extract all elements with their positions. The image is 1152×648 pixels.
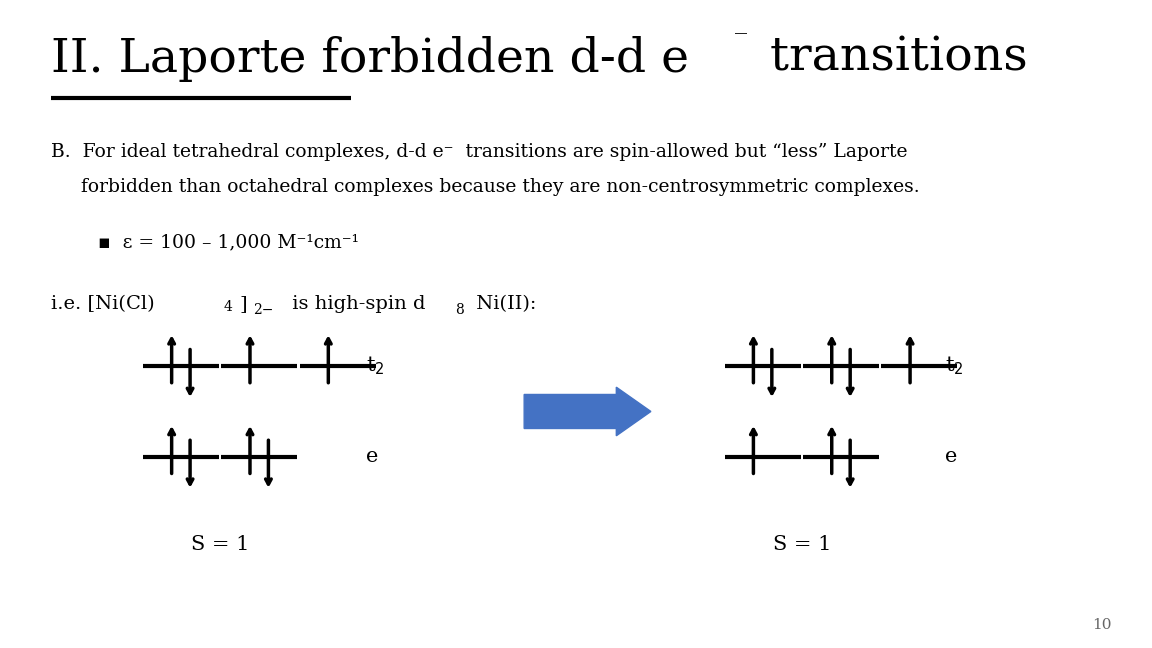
Text: ▪  ε = 100 – 1,000 M⁻¹cm⁻¹: ▪ ε = 100 – 1,000 M⁻¹cm⁻¹ xyxy=(98,233,359,251)
Text: S = 1: S = 1 xyxy=(191,535,249,553)
Text: ]: ] xyxy=(240,295,248,313)
Text: 8: 8 xyxy=(455,303,464,317)
Text: e: e xyxy=(945,447,957,467)
Text: e: e xyxy=(366,447,379,467)
Text: 4: 4 xyxy=(223,300,233,314)
Text: t$_2$: t$_2$ xyxy=(366,355,385,377)
Text: B.  For ideal tetrahedral complexes, d-d e⁻  transitions are spin-allowed but “l: B. For ideal tetrahedral complexes, d-d … xyxy=(51,143,907,161)
Text: 2−: 2− xyxy=(253,303,274,317)
Text: Ni(II):: Ni(II): xyxy=(470,295,537,313)
Text: S = 1: S = 1 xyxy=(773,535,831,553)
Text: 10: 10 xyxy=(1092,618,1112,632)
Text: II. Laporte forbidden d-d e: II. Laporte forbidden d-d e xyxy=(51,36,689,82)
Text: forbidden than octahedral complexes because they are non-centrosymmetric complex: forbidden than octahedral complexes beca… xyxy=(51,178,919,196)
Text: transitions: transitions xyxy=(755,36,1028,81)
Text: t$_2$: t$_2$ xyxy=(945,355,963,377)
Text: i.e. [Ni(Cl): i.e. [Ni(Cl) xyxy=(51,295,154,313)
Text: ⁻: ⁻ xyxy=(733,26,749,57)
FancyArrow shape xyxy=(524,388,651,436)
Text: is high-spin d: is high-spin d xyxy=(286,295,425,313)
